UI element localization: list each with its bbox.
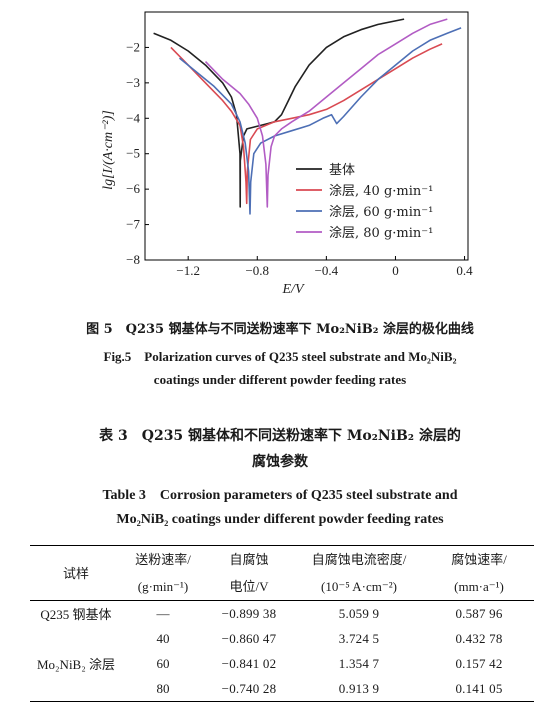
header-feed: 送粉速率/	[135, 552, 191, 567]
cell-potential: −0.740 28	[221, 680, 277, 696]
y-tick-label: −5	[126, 146, 140, 161]
cell-current: 3.724 5	[338, 630, 380, 646]
y-tick-label: −6	[126, 181, 140, 196]
table-row: Mo₂NiB₂ 涂层 40 −0.860 47 3.724 5 0.432 78	[30, 626, 534, 673]
y-tick-label: −2	[126, 39, 140, 54]
polarization-chart: −1.2 −0.8 −0.4 0 0.4 −2 −3 −4 −5 −6 −7 −8 lg[I/(A·c…	[101, 11, 473, 297]
table-caption-en-line2: Mo₂NiB₂ coatings under different powder …	[116, 512, 444, 527]
cell-feed: 80	[156, 680, 170, 696]
y-tick-label: −4	[126, 110, 140, 125]
cell-current: 5.059 9	[338, 605, 380, 621]
y-tick-label: −8	[126, 252, 140, 267]
table-caption-cn-line1: 表 3 Q235 钢基体和不同送粉速率下 Mo₂NiB₂ 涂层的	[99, 428, 461, 444]
y-axis-label: lg[I/(A·cm⁻²)]	[101, 110, 116, 190]
x-tick-label: −1.2	[176, 263, 200, 278]
table-row: 80 −0.740 28 0.913 9 0.141 05	[30, 676, 534, 702]
cell-rate: 0.157 42	[455, 655, 503, 671]
legend-label-2: 涂层, 60 g·min⁻¹	[329, 204, 433, 220]
header-feed-unit: (g·min⁻¹)	[137, 579, 189, 594]
legend-label-0: 基体	[329, 163, 355, 178]
header-current-unit: (10⁻⁵ A·cm⁻²)	[321, 579, 397, 594]
cell-current: 1.354 7	[338, 655, 380, 671]
cell-rate: 0.432 78	[455, 630, 503, 646]
series-line-0	[153, 18, 405, 208]
legend-label-3: 涂层, 80 g·min⁻¹	[329, 225, 433, 241]
cell-current: 0.913 9	[338, 680, 380, 696]
x-tick-label: −0.8	[245, 263, 269, 278]
corrosion-table: 试样 送粉速率/ 自腐蚀 自腐蚀电流密度/ 腐蚀速率/ (g·min⁻¹) 电位…	[30, 545, 534, 702]
table-row: 60 −0.841 02 1.354 7 0.157 42	[30, 651, 534, 676]
header-potential-unit: 电位/V	[229, 579, 269, 594]
cell-feed: —	[156, 605, 170, 621]
header-rate-unit: (mm·a⁻¹)	[454, 579, 504, 594]
x-tick-label: −0.4	[315, 263, 339, 278]
plot-frame	[144, 11, 469, 261]
y-tick-label: −3	[126, 75, 140, 90]
series-line-1	[170, 43, 443, 205]
header-current: 自腐蚀电流密度/	[311, 552, 407, 567]
table-caption-cn-line2: 腐蚀参数	[252, 454, 308, 470]
table-row: Q235 钢基体 — −0.899 38 5.059 9 0.587 96	[30, 601, 534, 627]
cell-rate: 0.587 96	[455, 605, 503, 621]
axis-ticks: −1.2 −0.8 −0.4 0 0.4 −2 −3 −4 −5 −6 −7 −8	[126, 39, 473, 278]
row-label-substrate: Q235 钢基体	[40, 607, 112, 622]
figure-caption-en-line1: Fig.5 Polarization curves of Q235 steel …	[103, 349, 457, 364]
cell-potential: −0.899 38	[221, 605, 277, 621]
cell-potential: −0.841 02	[221, 655, 277, 671]
table-header-row-units: (g·min⁻¹) 电位/V (10⁻⁵ A·cm⁻²) (mm·a⁻¹)	[30, 573, 534, 601]
header-sample: 试样	[62, 565, 89, 581]
x-axis-label: E/V	[282, 282, 305, 297]
series-line-2	[178, 27, 462, 215]
header-potential: 自腐蚀	[229, 552, 269, 567]
y-tick-label: −7	[126, 217, 140, 232]
cell-feed: 40	[156, 630, 170, 646]
header-rate: 腐蚀速率/	[451, 552, 507, 567]
curve-group	[153, 18, 462, 215]
x-tick-label: 0.4	[456, 263, 473, 278]
cell-potential: −0.860 47	[221, 630, 277, 646]
legend-label-1: 涂层, 40 g·min⁻¹	[329, 183, 433, 199]
figure-caption-cn: 图 5 Q235 钢基体与不同送粉速率下 Mo₂NiB₂ 涂层的极化曲线	[86, 322, 474, 337]
cell-feed: 60	[156, 655, 170, 671]
cell-rate: 0.141 05	[455, 680, 503, 696]
row-label-coating: Mo₂NiB₂ 涂层	[36, 657, 116, 672]
x-tick-label: 0	[392, 263, 399, 278]
series-line-3	[204, 18, 448, 208]
table-caption-en-line1: Table 3 Corrosion parameters of Q235 ste…	[102, 488, 458, 503]
figure-caption-en-line2: coatings under different powder feeding …	[153, 372, 407, 387]
table-header-row: 试样 送粉速率/ 自腐蚀 自腐蚀电流密度/ 腐蚀速率/	[30, 545, 534, 581]
